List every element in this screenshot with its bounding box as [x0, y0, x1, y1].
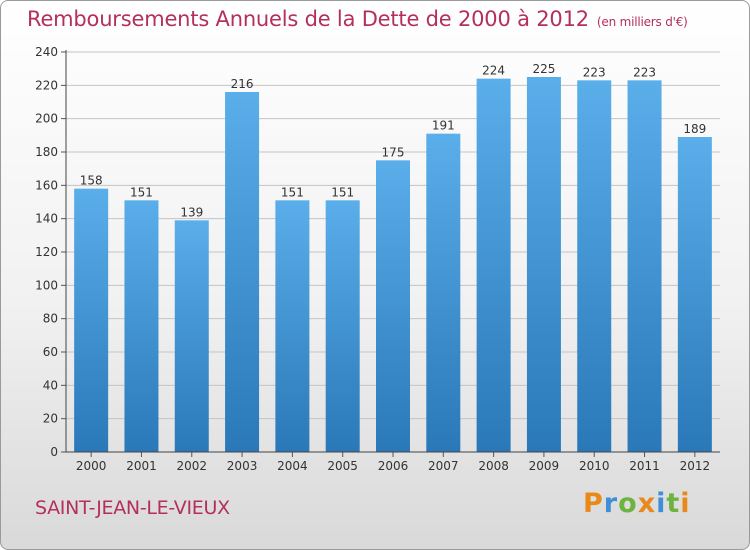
- bar: [426, 133, 461, 452]
- logo-letter: i: [680, 488, 691, 519]
- data-label: 223: [583, 65, 606, 79]
- logo-letter: t: [666, 488, 681, 519]
- x-tick-label: 2000: [76, 459, 107, 473]
- logo-letter: P: [583, 488, 604, 519]
- bar: [275, 200, 310, 452]
- data-label: 216: [231, 77, 254, 91]
- y-tick-label: 240: [35, 45, 58, 59]
- chart-title: Remboursements Annuels de la Dette de 20…: [27, 7, 688, 31]
- bar: [376, 160, 410, 453]
- bar: [677, 137, 712, 452]
- data-label: 151: [130, 185, 153, 199]
- bar: [225, 92, 260, 452]
- logo-letter: r: [603, 488, 619, 519]
- data-label: 151: [331, 185, 354, 199]
- y-tick-label: 220: [35, 78, 58, 92]
- x-tick-label: 2011: [629, 459, 660, 473]
- y-tick-label: 20: [43, 412, 58, 426]
- y-tick-label: 80: [43, 312, 58, 326]
- data-label: 191: [432, 119, 455, 133]
- data-label: 158: [80, 174, 103, 188]
- data-label: 223: [633, 65, 656, 79]
- x-tick-label: 2010: [579, 459, 610, 473]
- x-tick-label: 2012: [680, 459, 711, 473]
- bar: [526, 77, 561, 452]
- bars: 158 151 139 216 151 151 175 191 224 225 223 223 189: [74, 62, 712, 453]
- logo-letter: i: [656, 488, 667, 519]
- logo-letter: o: [618, 488, 638, 519]
- x-tick-label: 2006: [378, 459, 409, 473]
- proxiti-logo: Proxiti: [583, 488, 691, 519]
- y-tick-label: 120: [35, 245, 58, 259]
- x-tick-label: 2004: [277, 459, 308, 473]
- bar: [627, 80, 662, 452]
- chart-unit: (en milliers d'€): [596, 15, 688, 29]
- bar: [74, 188, 109, 452]
- y-tick-label: 0: [50, 445, 58, 459]
- data-label: 175: [382, 145, 405, 159]
- bar: [174, 220, 209, 452]
- chart-title-text: Remboursements Annuels de la Dette de 20…: [27, 7, 589, 31]
- data-label: 151: [281, 185, 304, 199]
- bar: [325, 200, 360, 452]
- bar: [124, 200, 159, 452]
- y-tick-label: 100: [35, 278, 58, 292]
- y-tick-label: 140: [35, 212, 58, 226]
- x-tick-label: 2005: [327, 459, 358, 473]
- y-tick-label: 200: [35, 112, 58, 126]
- x-tick-label: 2001: [126, 459, 157, 473]
- x-tick-label: 2003: [227, 459, 258, 473]
- data-label: 139: [180, 205, 203, 219]
- x-tick-label: 2009: [529, 459, 560, 473]
- y-tick-label: 40: [43, 378, 58, 392]
- data-label: 189: [683, 122, 706, 136]
- x-tick-label: 2008: [478, 459, 509, 473]
- data-label: 224: [482, 64, 505, 78]
- data-label: 225: [532, 62, 555, 76]
- town-name: SAINT-JEAN-LE-VIEUX: [35, 497, 230, 519]
- axes: 0 20 40 60 80 100 120 140 160 180 200 220 240 2000 200…: [35, 45, 720, 473]
- y-tick-label: 160: [35, 178, 58, 192]
- x-tick-label: 2002: [176, 459, 207, 473]
- bar: [476, 78, 511, 453]
- logo-letter: x: [637, 488, 657, 519]
- y-tick-label: 60: [43, 345, 58, 359]
- bar: [577, 80, 612, 452]
- y-tick-label: 180: [35, 145, 58, 159]
- x-tick-label: 2007: [428, 459, 459, 473]
